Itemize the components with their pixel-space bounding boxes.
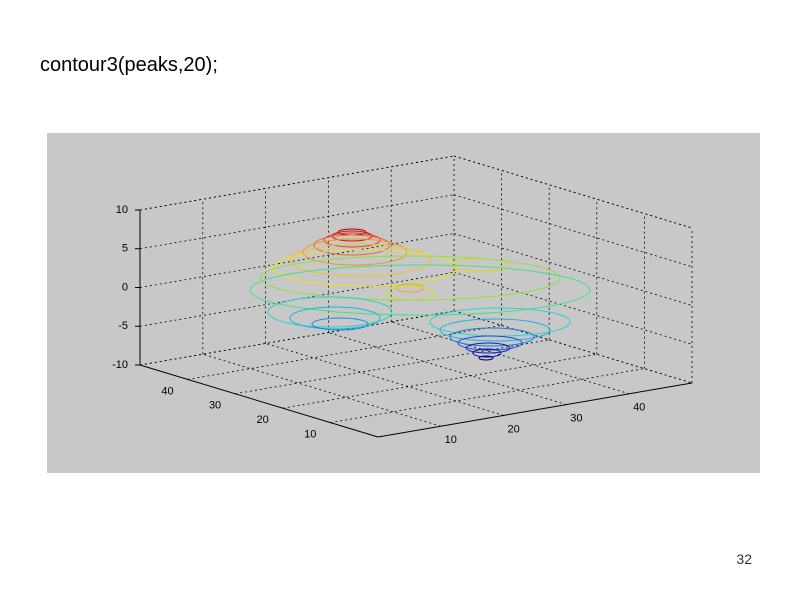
grid-line [453,155,693,229]
grid-line [139,194,455,250]
grid-line [187,325,502,380]
grid-line [265,343,504,416]
y-tick-label: 10 [304,429,316,441]
grid-line [139,233,455,288]
x-tick-label: 10 [445,434,457,446]
x-tick-label: 30 [570,413,582,425]
grid-line [391,321,630,395]
slide-title: contour3(peaks,20); [40,54,218,76]
z-tick-label: -5 [118,320,128,332]
axis-edge [377,382,693,438]
x-tick-label: 20 [507,423,519,435]
grid-line [282,353,597,409]
page-number: 32 [736,551,752,567]
z-tick-label: -10 [112,359,128,371]
grid-line [139,271,455,327]
axis-edge [139,364,379,438]
x-tick-label: 40 [633,402,645,414]
grid-line [139,310,455,366]
grid-line [235,339,550,395]
grid-line [202,353,441,427]
grid-line [330,368,645,423]
z-tick-label: 0 [122,281,128,293]
grid-line [453,194,693,268]
y-tick-label: 30 [209,400,221,412]
grid-line [139,155,455,211]
grid-line [328,332,567,405]
grid-line [453,271,693,345]
grid-line [453,233,693,306]
y-tick-label: 40 [161,385,173,397]
y-tick-label: 20 [257,414,269,426]
z-tick-label: 5 [122,243,128,255]
contours [249,228,591,361]
axes: 10 20 30 40 10 20 30 40 -10 -5 0 5 10 [112,155,693,446]
z-tick-label: 10 [116,204,128,216]
figure-background [47,133,760,473]
grid-line [453,310,693,384]
